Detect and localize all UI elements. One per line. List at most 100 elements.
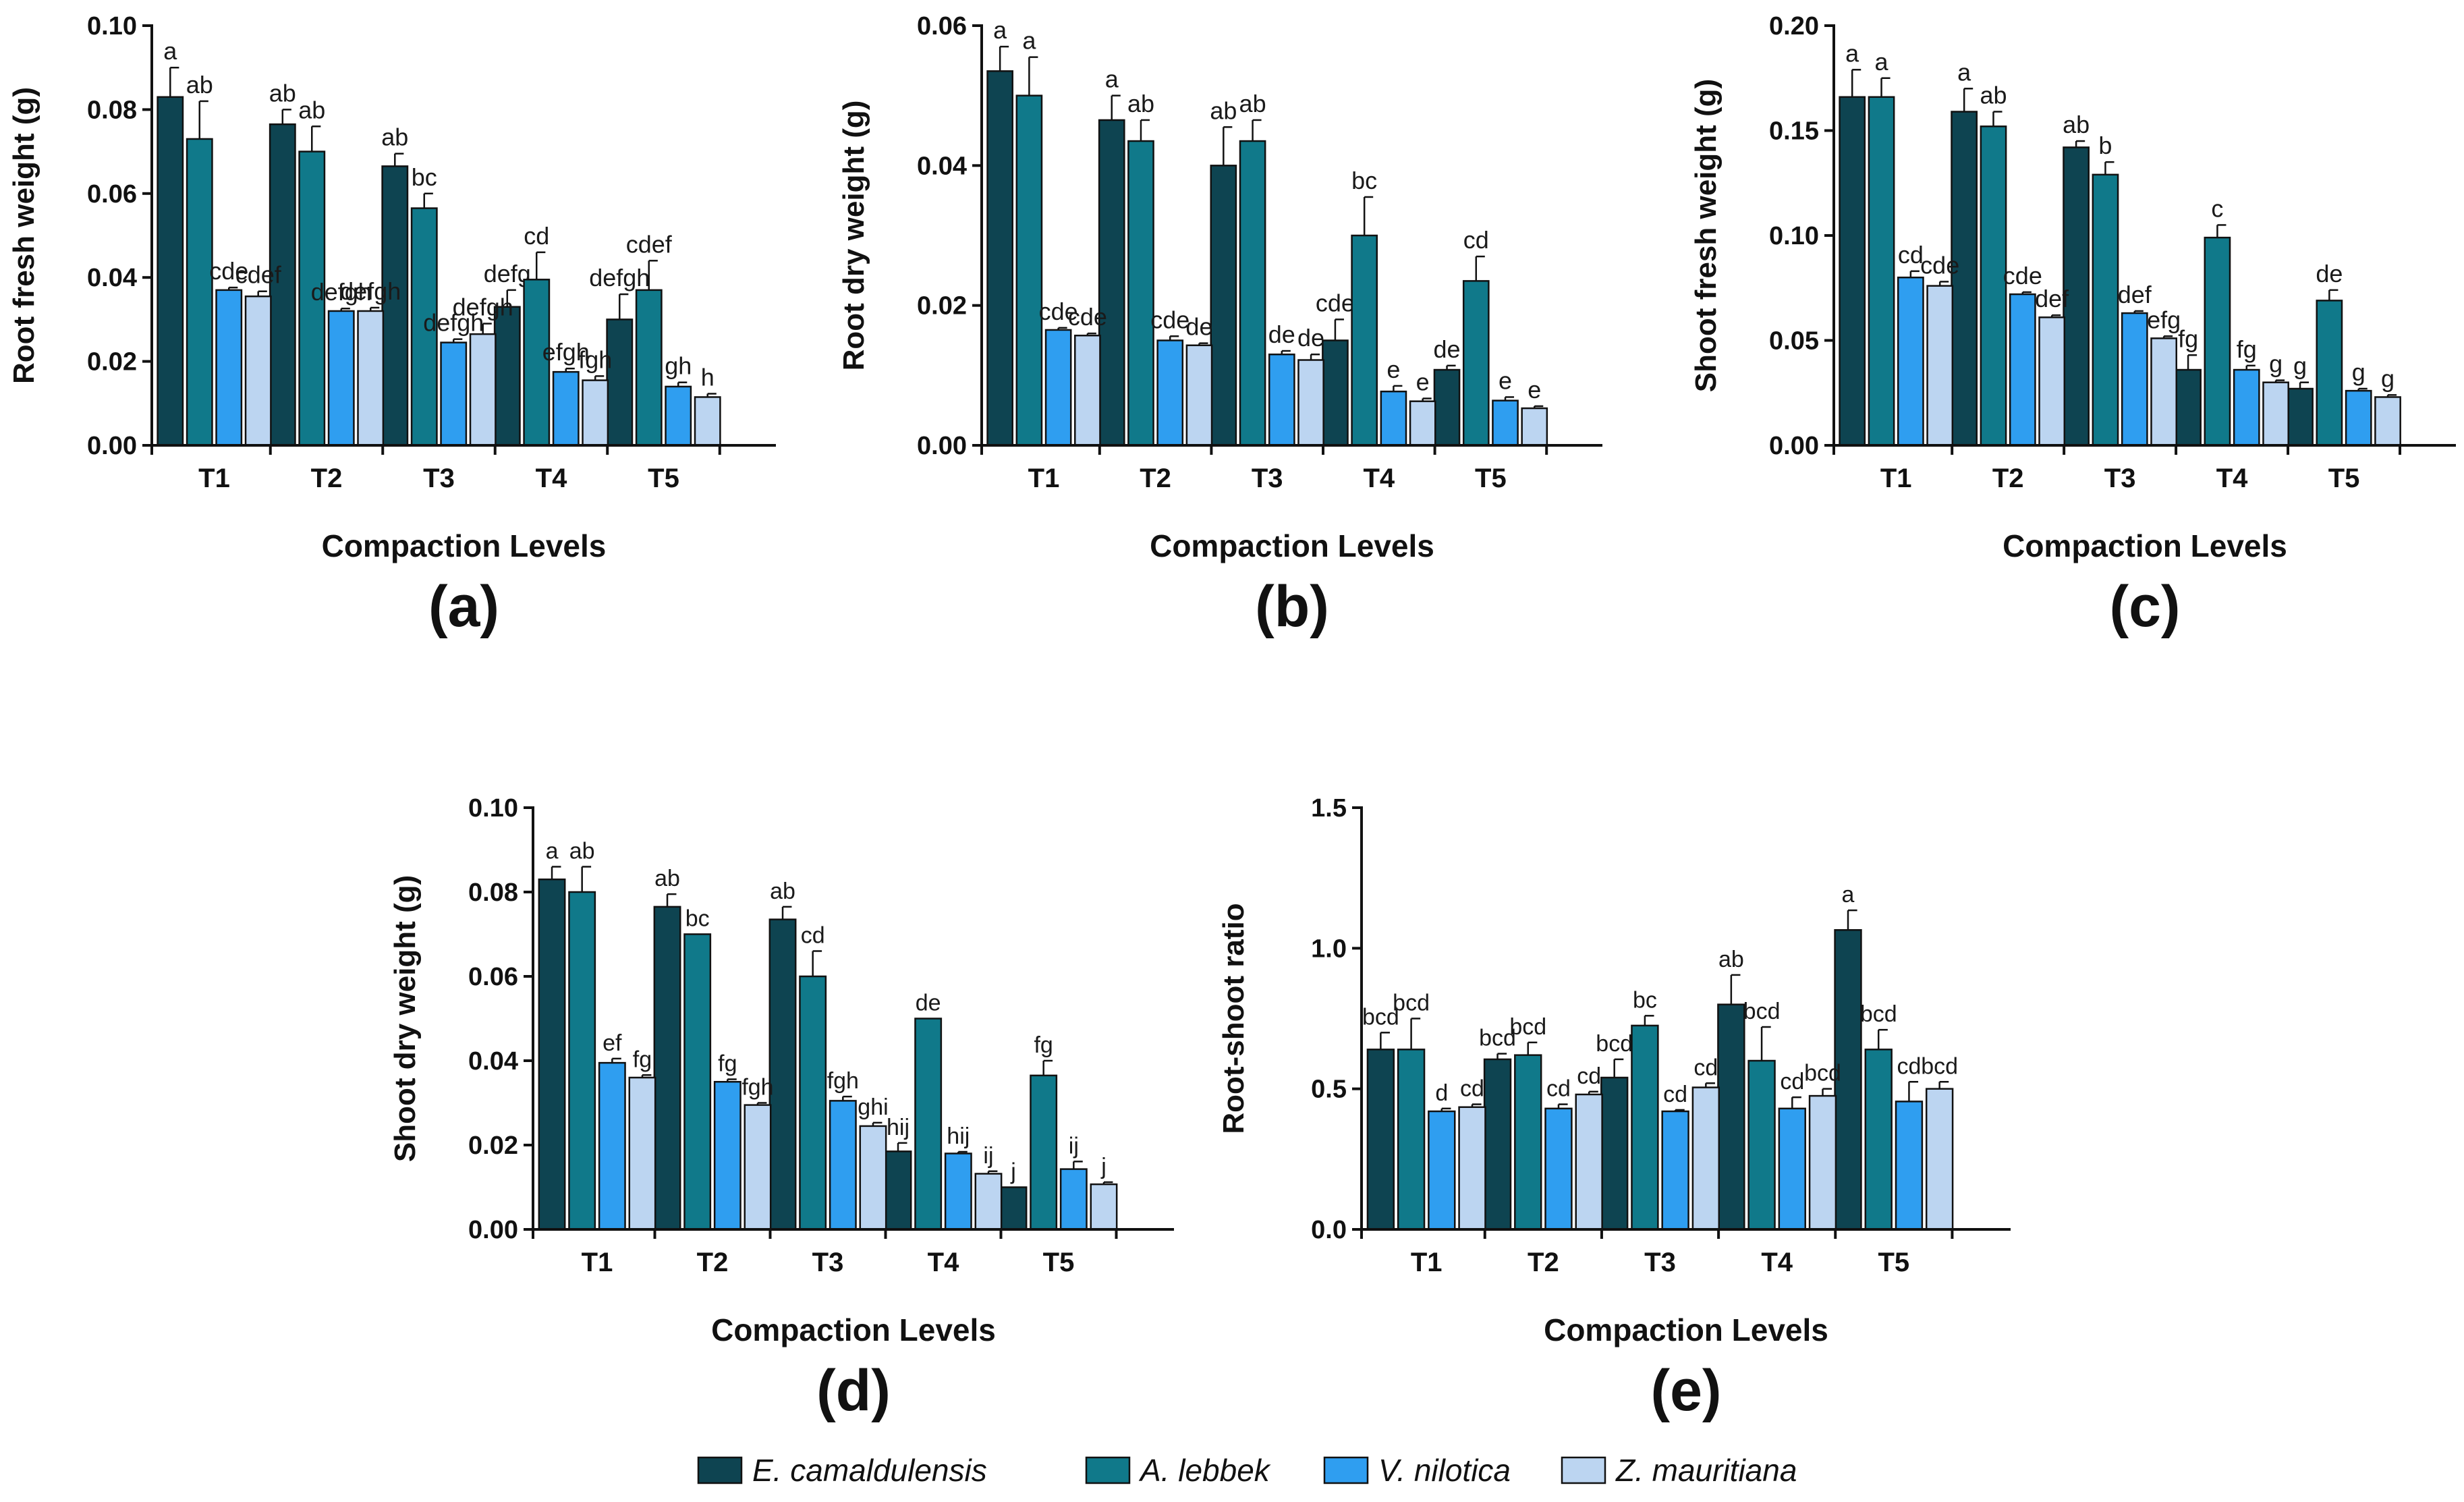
- significance-letter: cdef: [235, 261, 282, 289]
- bar: [1864, 1049, 1893, 1231]
- bar: [357, 310, 385, 447]
- significance-letter: bcd: [1860, 1001, 1897, 1027]
- significance-letter: defgh: [340, 277, 401, 305]
- legend-label: A. lebbek: [1138, 1453, 1271, 1488]
- bar: [884, 1150, 912, 1231]
- significance-letter: cd: [1897, 1053, 1921, 1079]
- y-tick-label: 0.04: [87, 264, 137, 292]
- x-tick-label: T5: [1043, 1248, 1075, 1277]
- bar: [1059, 1168, 1088, 1231]
- chart-panel-c: aaabfggaabbcdecdcdedeffggcdedefefggg0.00…: [1689, 12, 2456, 639]
- significance-letter: de: [1268, 321, 1295, 348]
- significance-letter: ab: [269, 79, 296, 107]
- bar: [2038, 316, 2066, 447]
- significance-letter: cd: [1693, 1055, 1718, 1080]
- significance-letter: bcd: [1921, 1053, 1958, 1079]
- x-tick-label: T2: [1528, 1248, 1559, 1277]
- significance-letter: de: [916, 991, 941, 1016]
- bar: [1458, 1106, 1486, 1231]
- bar: [1015, 94, 1043, 447]
- y-tick-label: 0.04: [917, 152, 967, 180]
- legend-swatch: [1085, 1456, 1131, 1484]
- y-axis-title: Root-shoot ratio: [1217, 903, 1250, 1134]
- y-tick-label: 0.04: [468, 1047, 518, 1076]
- x-axis-title: Compaction Levels: [711, 1312, 996, 1347]
- significance-letter: a: [1875, 48, 1889, 76]
- x-axis-title: Compaction Levels: [322, 528, 607, 563]
- legend-label: Z. mauritiana: [1615, 1453, 1797, 1488]
- x-tick-label: T2: [311, 464, 343, 493]
- bar: [986, 70, 1013, 447]
- bar: [582, 379, 609, 447]
- y-tick-label: 0.00: [87, 432, 137, 460]
- bar: [215, 289, 243, 447]
- significance-letter: ij: [983, 1143, 993, 1169]
- bar: [2204, 236, 2231, 447]
- bar: [1691, 1086, 1720, 1231]
- bar: [469, 333, 497, 447]
- significance-letter: def: [2118, 281, 2152, 308]
- x-axis-title: Compaction Levels: [2003, 528, 2287, 563]
- bar: [1044, 329, 1072, 447]
- significance-letter: fgh: [827, 1068, 859, 1094]
- significance-letter: de: [2316, 260, 2343, 287]
- bar: [829, 1100, 857, 1231]
- bar: [1297, 359, 1324, 447]
- significance-letter: e: [1499, 366, 1512, 394]
- significance-letter: bc: [412, 163, 437, 191]
- bar: [1717, 1003, 1745, 1231]
- y-tick-label: 0.20: [1769, 12, 1819, 40]
- bar: [1433, 368, 1461, 447]
- significance-letter: fg: [2237, 335, 2257, 363]
- x-axis-title: Compaction Levels: [1544, 1312, 1828, 1347]
- y-tick-label: 0.00: [917, 432, 967, 460]
- x-tick-label: T3: [2104, 464, 2136, 493]
- x-tick-label: T5: [1475, 464, 1507, 493]
- significance-letter: h: [701, 363, 715, 391]
- significance-letter: fg: [633, 1047, 652, 1072]
- legend-label: E. camaldulensis: [752, 1453, 987, 1488]
- x-tick-label: T2: [697, 1248, 729, 1277]
- x-tick-label: T3: [1252, 464, 1283, 493]
- y-tick-label: 0.08: [468, 879, 518, 907]
- significance-letter: cd: [524, 222, 549, 250]
- significance-letter: cd: [801, 923, 825, 949]
- significance-letter: e: [1416, 368, 1430, 396]
- bar: [1808, 1094, 1837, 1231]
- significance-letter: ef: [603, 1030, 622, 1056]
- x-tick-label: T1: [1411, 1248, 1443, 1277]
- bar: [606, 318, 634, 447]
- x-tick-label: T1: [1028, 464, 1060, 493]
- significance-letter: cd: [1460, 1076, 1484, 1102]
- bar: [799, 975, 827, 1231]
- bar: [1897, 276, 1924, 447]
- x-tick-label: T3: [1644, 1248, 1676, 1277]
- bar: [2092, 173, 2119, 447]
- y-tick-label: 0.02: [87, 348, 137, 377]
- significance-letter: hij: [947, 1123, 970, 1149]
- bar: [186, 138, 213, 447]
- significance-letter: g: [2352, 358, 2365, 386]
- significance-letter: fg: [1034, 1032, 1053, 1058]
- bar: [1747, 1059, 1776, 1231]
- bar: [1575, 1093, 1603, 1231]
- legend-label: V. nilotica: [1378, 1453, 1511, 1488]
- x-tick-label: T1: [198, 464, 230, 493]
- significance-letter: ab: [298, 96, 325, 123]
- bar: [1090, 1183, 1118, 1231]
- y-axis-title: Root dry weight (g): [837, 101, 870, 371]
- y-tick-label: 0.0: [1311, 1216, 1347, 1244]
- significance-letter: defgh: [453, 294, 513, 321]
- significance-letter: efgh: [542, 338, 590, 366]
- bar: [653, 906, 681, 1231]
- bar: [440, 341, 468, 447]
- significance-letter: cd: [1463, 226, 1489, 254]
- x-tick-label: T5: [2328, 464, 2360, 493]
- bar: [493, 306, 521, 447]
- panel-label: (e): [1650, 1358, 1721, 1423]
- bar: [157, 96, 184, 447]
- significance-letter: a: [546, 839, 559, 864]
- bar: [1600, 1076, 1629, 1231]
